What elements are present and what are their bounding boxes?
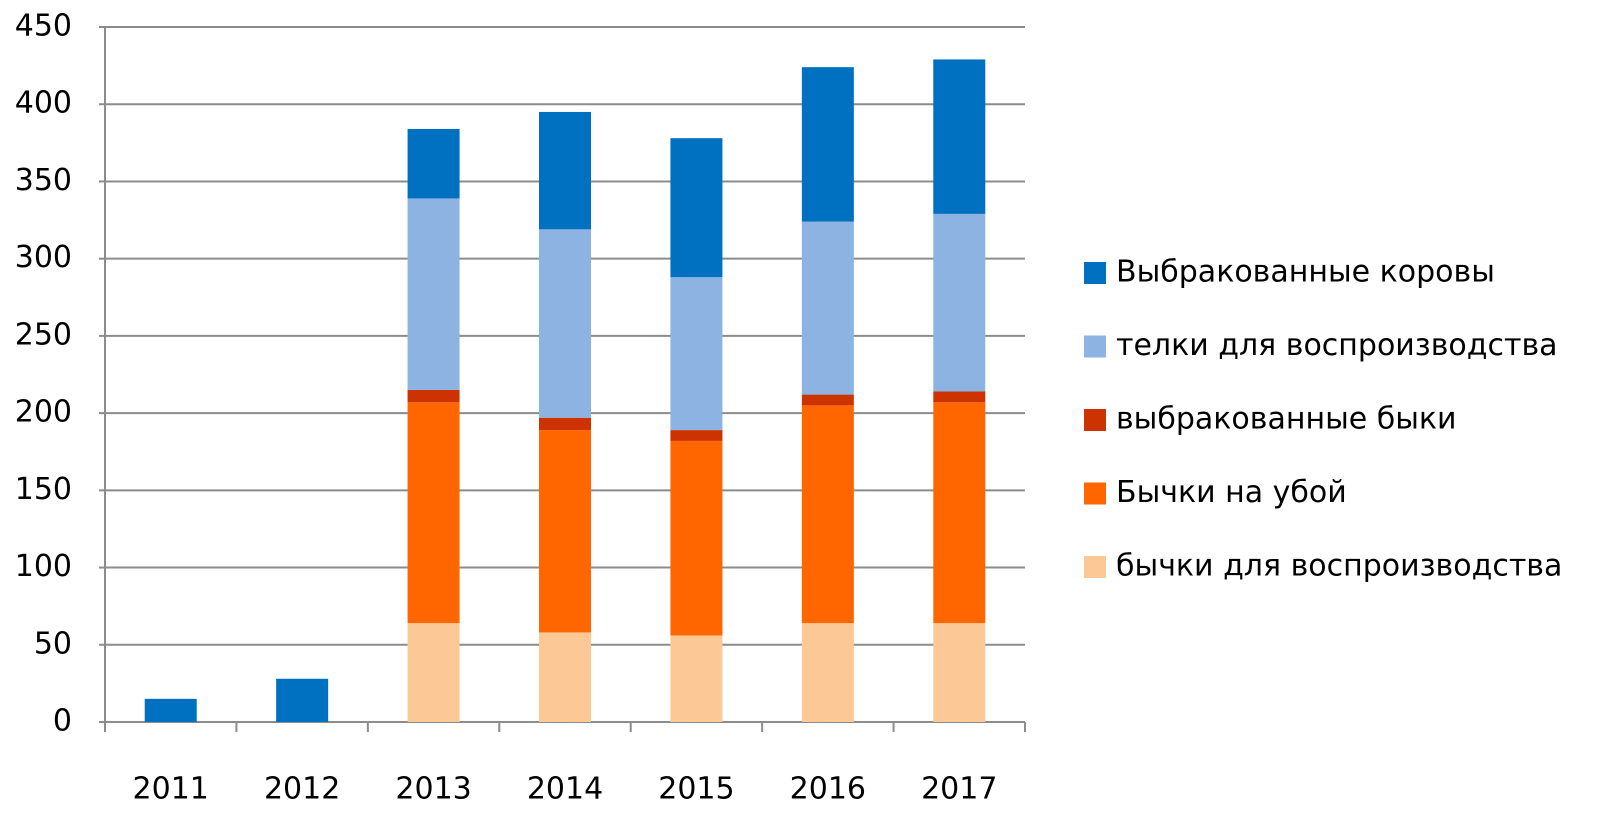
- x-tick-label: 2012: [264, 772, 340, 807]
- bar-segment: [539, 229, 591, 418]
- bar-segment: [801, 405, 854, 624]
- bar-segment: [407, 389, 460, 403]
- bar-segment: [407, 198, 460, 390]
- bar-segment: [407, 402, 460, 624]
- bar-segment: [933, 623, 986, 722]
- bar-segment: [539, 430, 591, 633]
- bar-segment: [276, 678, 329, 722]
- bar-segment: [670, 277, 723, 431]
- y-tick-label: 300: [15, 240, 72, 275]
- legend-label: выбракованные быки: [1116, 402, 1457, 437]
- bar-segment: [933, 391, 986, 403]
- bar-segment: [670, 635, 723, 722]
- legend-swatch: [1084, 262, 1106, 284]
- y-tick-label: 200: [15, 395, 72, 430]
- bar-segment: [933, 59, 986, 214]
- y-tick-label: 100: [15, 549, 72, 584]
- bar-segment: [670, 138, 723, 278]
- x-tick-label: 2014: [527, 772, 603, 807]
- legend-swatch: [1084, 335, 1106, 358]
- bar-segment: [801, 623, 854, 722]
- legend-label: Бычки на убой: [1116, 475, 1347, 510]
- bar-segment: [407, 623, 460, 722]
- legend-swatch: [1084, 482, 1106, 505]
- bar-segment: [539, 111, 591, 230]
- bar-segment: [670, 430, 723, 441]
- bar-segment: [539, 417, 591, 431]
- y-tick-label: 450: [15, 9, 72, 44]
- bar-segment: [801, 67, 854, 222]
- x-tick-label: 2017: [921, 772, 997, 807]
- bar-segment: [670, 440, 723, 636]
- legend-label: телки для воспроизводства: [1116, 328, 1558, 363]
- y-tick-label: 0: [53, 704, 72, 739]
- bar-segment: [407, 128, 460, 199]
- y-tick-label: 250: [15, 317, 72, 352]
- bar-segment: [801, 394, 854, 406]
- x-tick-label: 2015: [658, 772, 734, 807]
- x-tick-label: 2016: [790, 772, 866, 807]
- bar-segment: [933, 213, 986, 392]
- x-tick-label: 2011: [133, 772, 209, 807]
- y-tick-label: 50: [34, 626, 72, 661]
- legend-swatch: [1084, 556, 1106, 578]
- legend-label: бычки для воспроизводства: [1116, 549, 1562, 584]
- y-tick-label: 150: [15, 472, 72, 507]
- bar-segment: [144, 698, 197, 722]
- y-tick-label: 400: [15, 86, 72, 121]
- legend-label: Выбракованные коровы: [1116, 255, 1495, 290]
- x-tick-label: 2013: [395, 772, 471, 807]
- bar-segment: [933, 402, 986, 624]
- bar-segment: [801, 221, 854, 395]
- y-tick-label: 350: [15, 163, 72, 198]
- bar-segment: [539, 632, 591, 722]
- legend-swatch: [1084, 409, 1106, 431]
